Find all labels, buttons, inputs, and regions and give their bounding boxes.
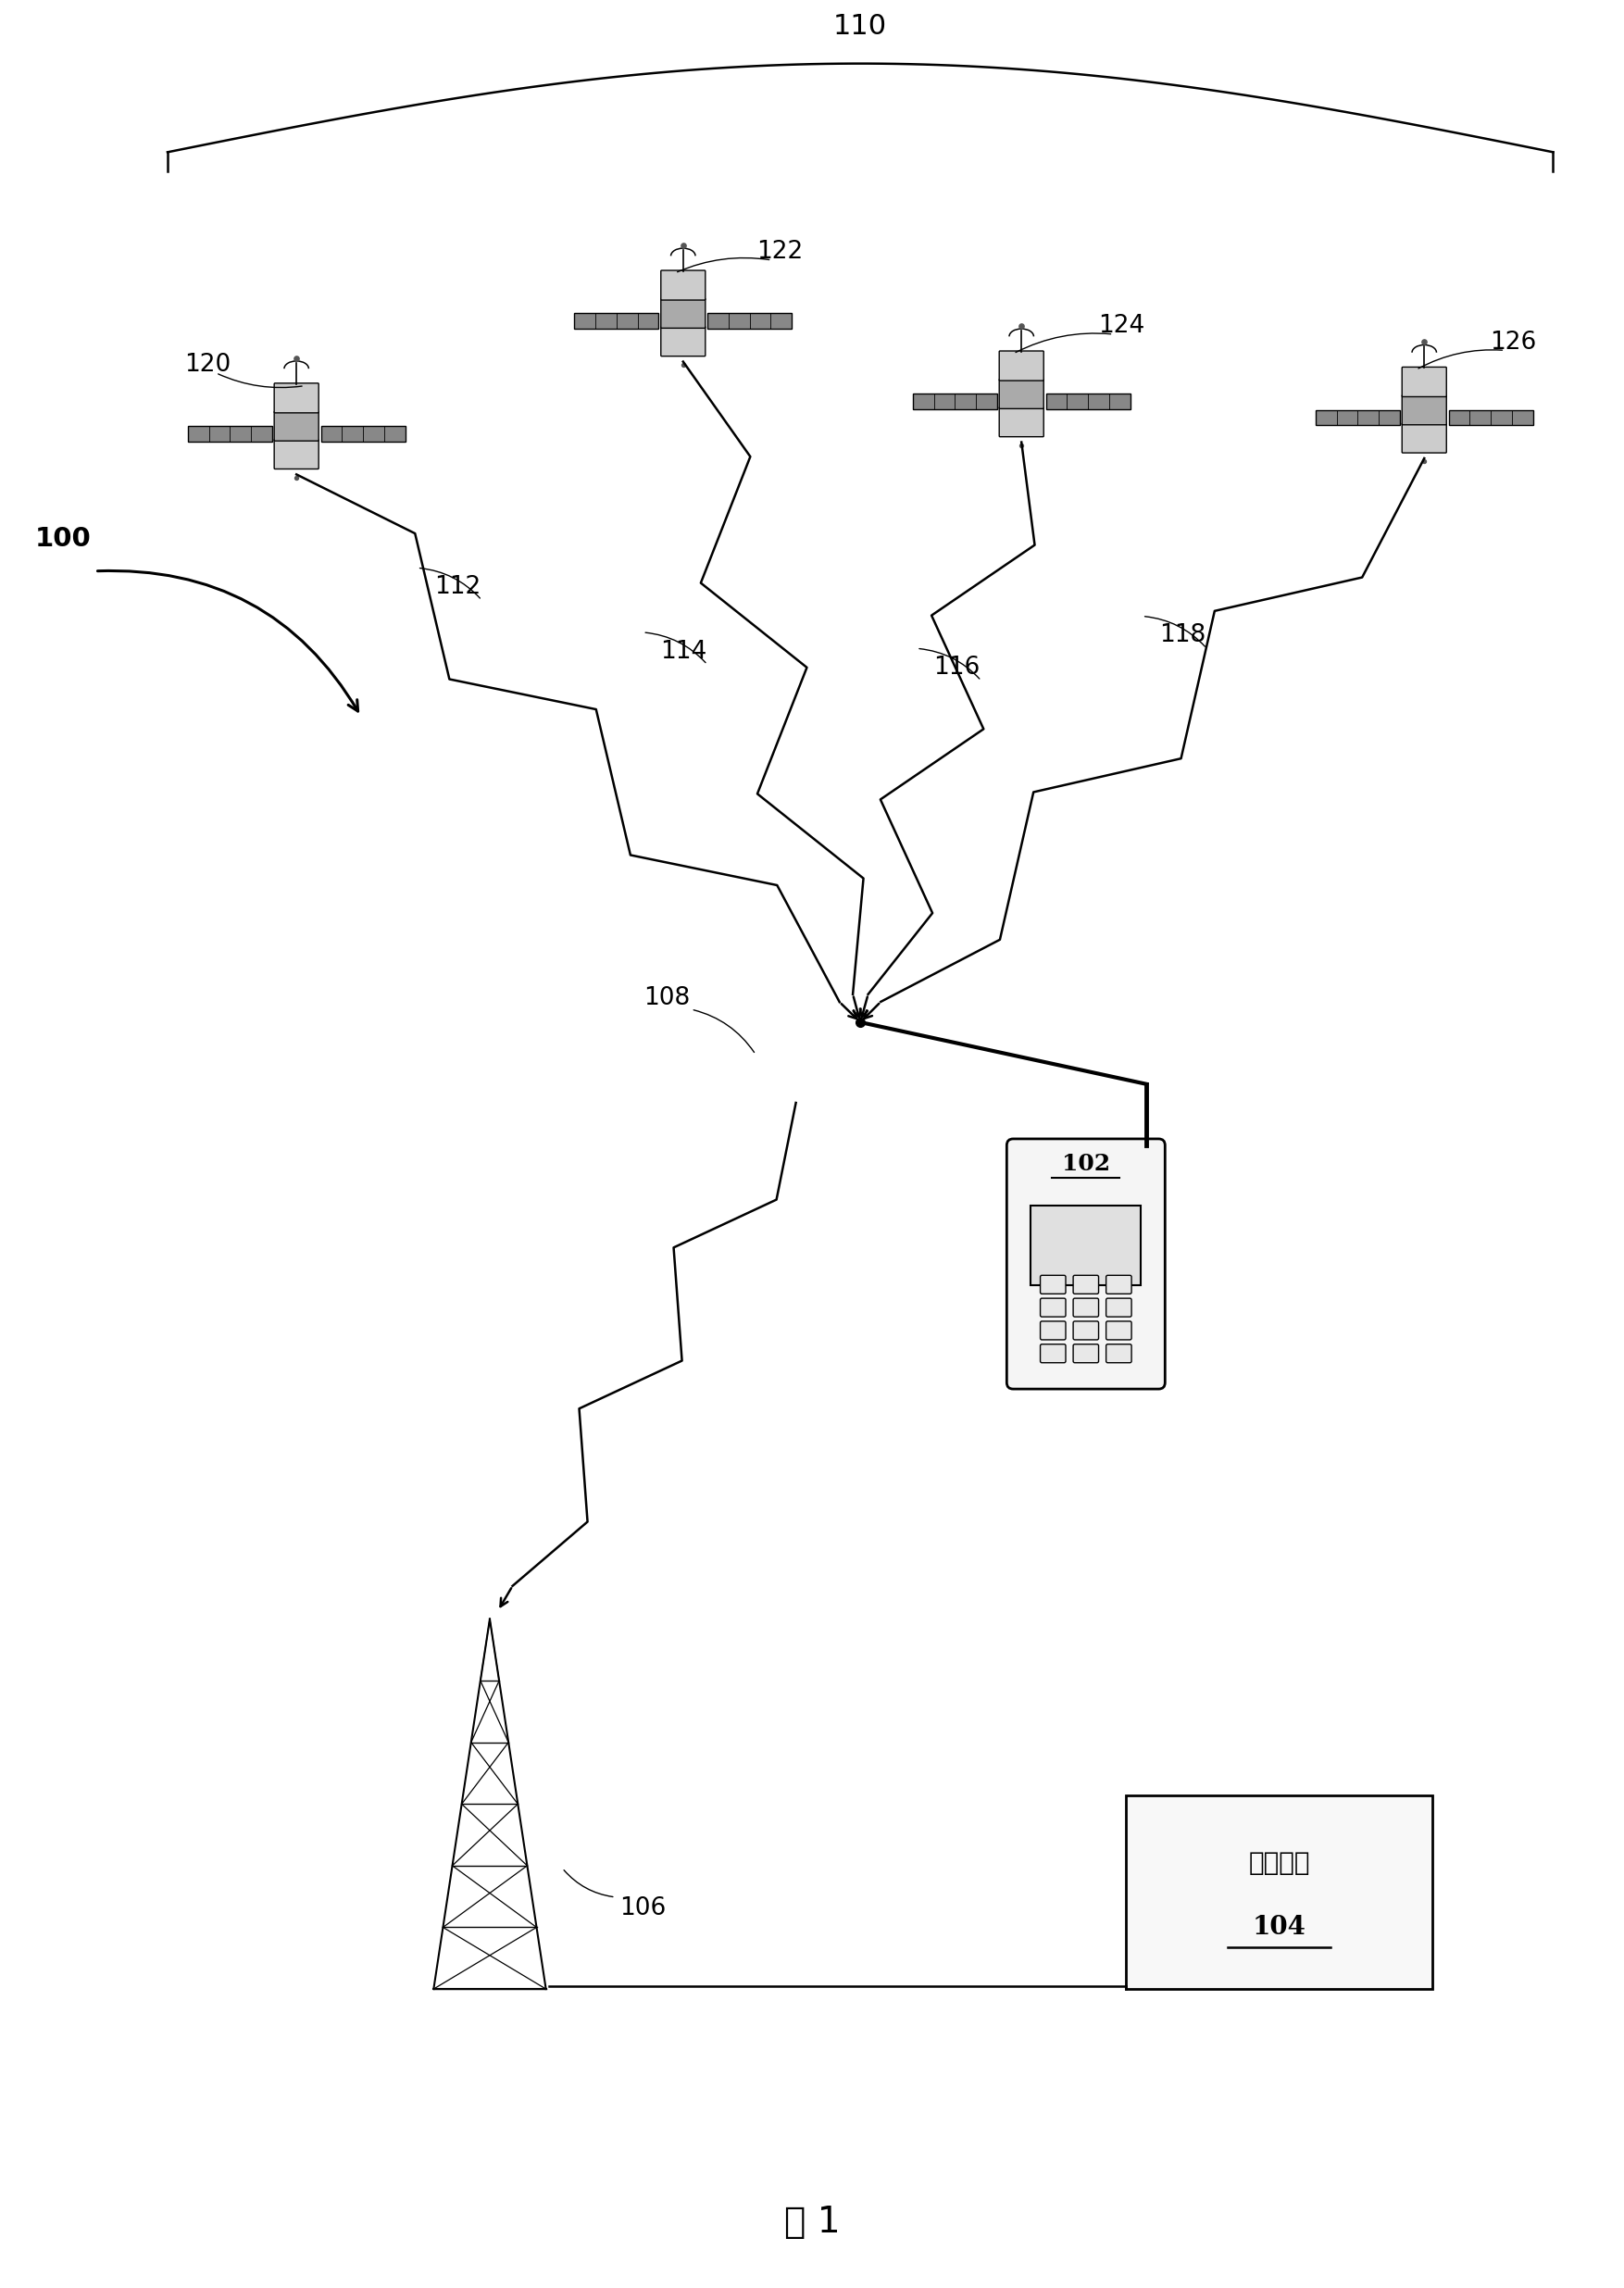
Text: 104: 104: [1252, 1915, 1306, 1940]
FancyBboxPatch shape: [1073, 1345, 1098, 1364]
Bar: [188, 426, 271, 442]
FancyBboxPatch shape: [274, 412, 318, 442]
Bar: [1315, 410, 1400, 426]
Text: 100: 100: [34, 526, 91, 551]
Text: 124: 124: [1098, 313, 1145, 339]
Text: 114: 114: [659, 641, 706, 664]
Text: 无线网络: 无线网络: [1249, 1851, 1311, 1876]
FancyBboxPatch shape: [999, 350, 1044, 380]
Text: 118: 118: [1160, 625, 1207, 648]
FancyBboxPatch shape: [1106, 1297, 1132, 1318]
Bar: [322, 426, 404, 442]
Bar: [708, 313, 793, 329]
FancyBboxPatch shape: [1007, 1139, 1164, 1389]
Text: 122: 122: [757, 240, 802, 263]
Text: 108: 108: [643, 986, 690, 1009]
FancyBboxPatch shape: [661, 297, 705, 327]
Text: 112: 112: [434, 574, 481, 599]
FancyBboxPatch shape: [1041, 1320, 1065, 1341]
Text: 图 1: 图 1: [784, 2206, 840, 2240]
FancyBboxPatch shape: [274, 382, 318, 412]
FancyBboxPatch shape: [274, 439, 318, 469]
FancyBboxPatch shape: [999, 380, 1044, 410]
FancyBboxPatch shape: [661, 270, 705, 300]
FancyBboxPatch shape: [1073, 1297, 1098, 1318]
FancyBboxPatch shape: [1073, 1274, 1098, 1293]
FancyBboxPatch shape: [1106, 1274, 1132, 1293]
FancyBboxPatch shape: [999, 407, 1044, 437]
FancyBboxPatch shape: [1041, 1274, 1065, 1293]
FancyBboxPatch shape: [1402, 396, 1447, 426]
Text: 126: 126: [1489, 329, 1536, 355]
Bar: [1046, 394, 1130, 410]
Bar: [1031, 1206, 1142, 1286]
Bar: [575, 313, 659, 329]
FancyBboxPatch shape: [1041, 1297, 1065, 1318]
Bar: [1449, 410, 1533, 426]
FancyBboxPatch shape: [1073, 1320, 1098, 1341]
FancyBboxPatch shape: [661, 327, 705, 357]
Text: 106: 106: [620, 1897, 666, 1920]
FancyBboxPatch shape: [1402, 366, 1447, 396]
Text: 116: 116: [934, 657, 981, 680]
Bar: [913, 394, 997, 410]
FancyBboxPatch shape: [1041, 1345, 1065, 1364]
Text: 110: 110: [833, 11, 887, 39]
Bar: [1125, 1796, 1432, 1988]
Text: 102: 102: [1062, 1153, 1111, 1174]
Text: 120: 120: [185, 352, 231, 378]
FancyBboxPatch shape: [1402, 423, 1447, 453]
FancyBboxPatch shape: [1106, 1320, 1132, 1341]
FancyBboxPatch shape: [1106, 1345, 1132, 1364]
